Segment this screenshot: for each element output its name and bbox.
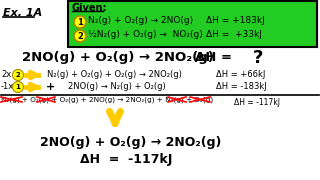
Text: ΔH =: ΔH = <box>195 51 241 64</box>
Text: 2: 2 <box>77 31 83 40</box>
Text: N₂(g) + O₂(g) + O₂(g) + 2NO(g) → 2NO₂(g) + N₂(g) + O₂(g): N₂(g) + O₂(g) + O₂(g) + 2NO(g) → 2NO₂(g)… <box>1 96 213 102</box>
Text: ½N₂(g) + O₂(g) →  NO₂(g): ½N₂(g) + O₂(g) → NO₂(g) <box>88 30 203 39</box>
Text: ?: ? <box>253 49 263 67</box>
Text: 1: 1 <box>77 17 83 26</box>
Text: ΔH = +183kJ: ΔH = +183kJ <box>206 16 265 25</box>
Circle shape <box>74 30 86 42</box>
Text: 1: 1 <box>16 84 20 90</box>
Text: +: + <box>46 82 55 92</box>
Text: ΔH  =  -117kJ: ΔH = -117kJ <box>80 153 172 166</box>
Text: Given:: Given: <box>72 3 108 13</box>
Text: 2: 2 <box>16 72 20 78</box>
Text: ΔH = +66kJ: ΔH = +66kJ <box>216 70 265 79</box>
Text: 2NO(g) + O₂(g) → 2NO₂(g): 2NO(g) + O₂(g) → 2NO₂(g) <box>40 136 221 149</box>
Text: -1x: -1x <box>1 82 14 91</box>
Text: N₂(g) + O₂(g) → 2NO(g): N₂(g) + O₂(g) → 2NO(g) <box>88 16 193 25</box>
FancyBboxPatch shape <box>68 1 317 47</box>
Circle shape <box>12 82 23 93</box>
Text: 2NO(g) + O₂(g) → 2NO₂(g): 2NO(g) + O₂(g) → 2NO₂(g) <box>22 51 214 64</box>
Text: N₂(g) + O₂(g) + O₂(g) → 2NO₂(g): N₂(g) + O₂(g) + O₂(g) → 2NO₂(g) <box>47 70 182 79</box>
Circle shape <box>74 16 86 28</box>
Text: 2NO(g) → N₂(g) + O₂(g): 2NO(g) → N₂(g) + O₂(g) <box>68 82 166 91</box>
Text: Ex. 1A: Ex. 1A <box>3 8 42 18</box>
Text: 2x: 2x <box>1 70 11 79</box>
Text: ΔH =  +33kJ: ΔH = +33kJ <box>206 30 262 39</box>
Circle shape <box>12 69 23 80</box>
Text: ΔH = -183kJ: ΔH = -183kJ <box>216 82 267 91</box>
Text: ΔH = -117kJ: ΔH = -117kJ <box>234 98 280 107</box>
